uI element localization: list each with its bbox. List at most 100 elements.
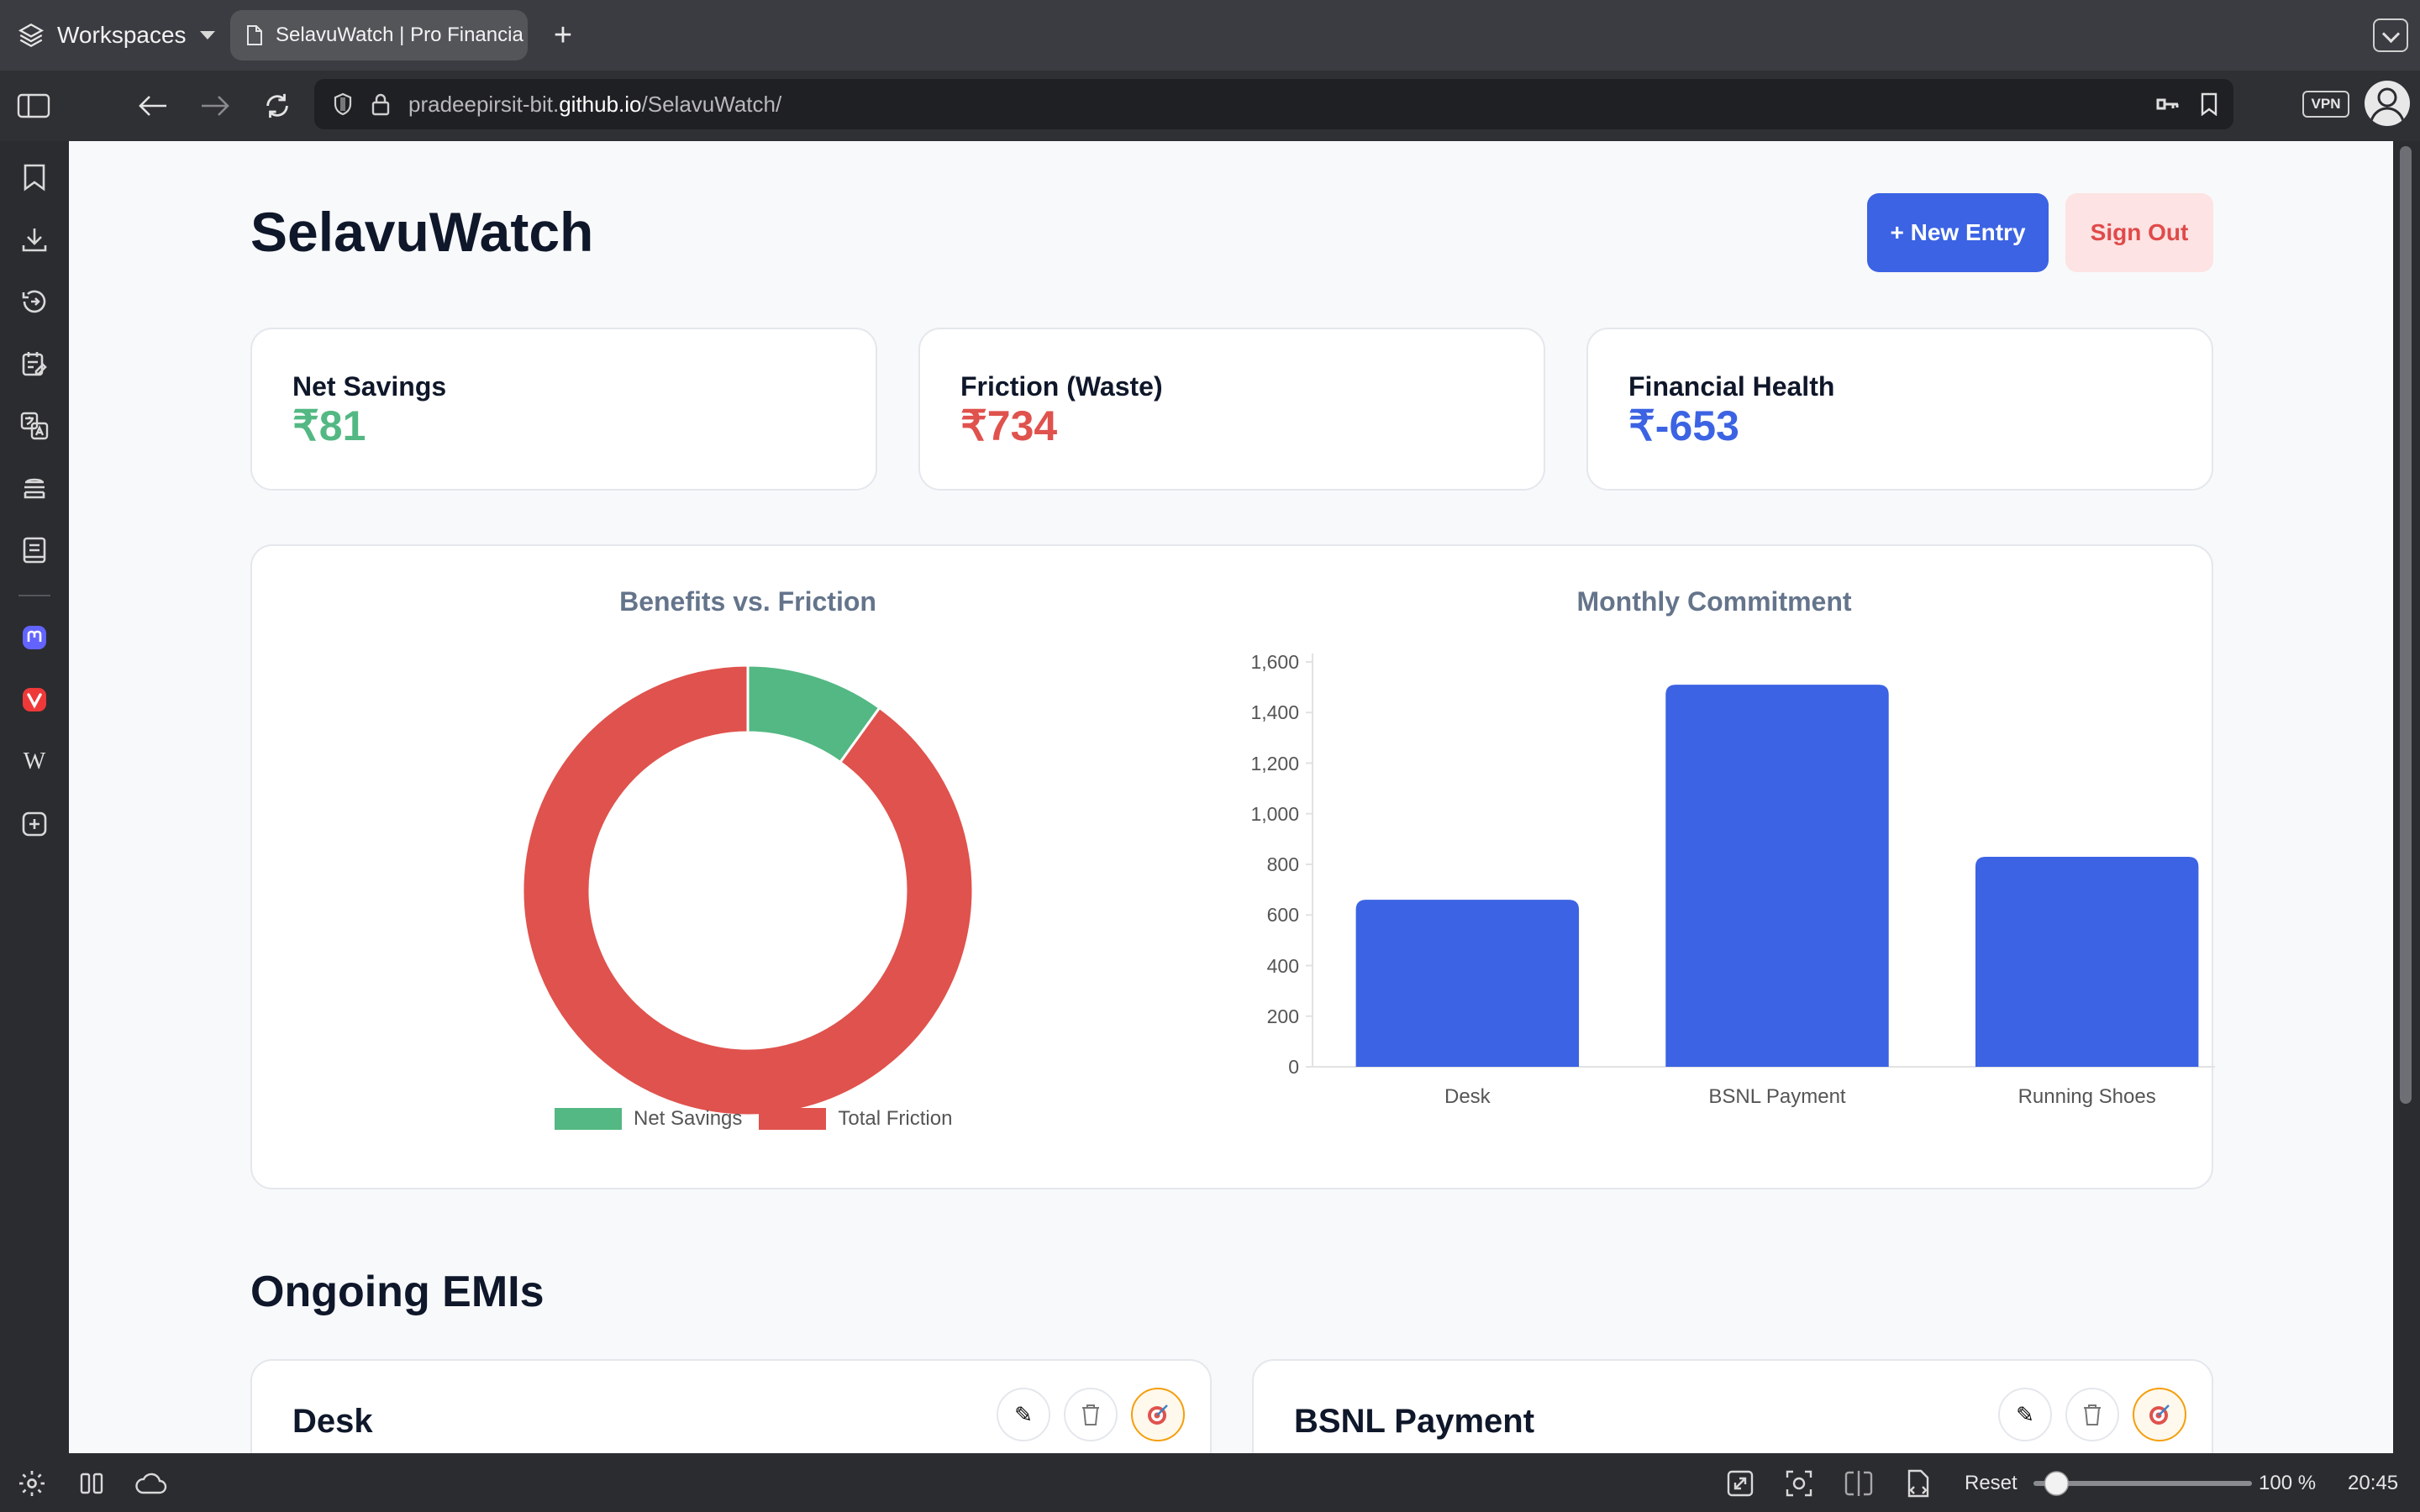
- vivaldi-icon[interactable]: [17, 682, 52, 717]
- translate-icon[interactable]: [17, 408, 52, 444]
- split-view-icon[interactable]: [1844, 1468, 1874, 1499]
- donut-legend: Net Savings Total Friction: [555, 1107, 969, 1131]
- donut-chart-title: Benefits vs. Friction: [619, 586, 876, 617]
- bar-chart-title: Monthly Commitment: [1576, 586, 1852, 617]
- tiling-icon[interactable]: [79, 1468, 104, 1499]
- web-page: SelavuWatch + New Entry Sign Out Net Sav…: [69, 141, 2393, 1453]
- x-tick-label: Running Shoes: [2018, 1085, 2156, 1108]
- vpn-button[interactable]: VPN: [2302, 91, 2349, 118]
- zoom-reset-button[interactable]: Reset: [1965, 1472, 2018, 1494]
- y-tick-label: 1,400: [1250, 701, 1299, 724]
- tab-title: SelavuWatch | Pro Financia: [276, 24, 523, 46]
- donut-slice-total-friction[interactable]: [521, 664, 975, 1117]
- new-entry-button[interactable]: + New Entry: [1867, 193, 2049, 272]
- reading-list-icon[interactable]: [17, 470, 52, 506]
- bar-bsnl-payment[interactable]: [1665, 685, 1889, 1067]
- y-tick-label: 200: [1266, 1005, 1299, 1027]
- target-icon[interactable]: [1131, 1388, 1185, 1441]
- key-icon[interactable]: [2156, 92, 2180, 116]
- settings-icon[interactable]: [17, 1468, 47, 1499]
- legend-item-total-friction[interactable]: Total Friction: [759, 1107, 952, 1131]
- clock: 20:45: [2348, 1472, 2399, 1494]
- tab-list-button[interactable]: [2373, 18, 2408, 52]
- reader-icon[interactable]: [17, 533, 52, 568]
- trash-icon[interactable]: [2065, 1388, 2119, 1441]
- scrollbar-thumb[interactable]: [2400, 146, 2412, 1104]
- trash-icon[interactable]: [1064, 1388, 1118, 1441]
- mastodon-icon[interactable]: [17, 620, 52, 655]
- history-icon[interactable]: [17, 284, 52, 319]
- friction-card: Friction (Waste) ₹734: [918, 328, 1545, 491]
- lock-icon: [371, 93, 390, 116]
- edit-icon[interactable]: ✎: [997, 1388, 1050, 1441]
- y-tick-label: 0: [1288, 1056, 1299, 1078]
- url-text: pradeepirsit-bit.github.io/SelavuWatch/: [408, 91, 782, 117]
- notes-icon[interactable]: [17, 346, 52, 381]
- x-tick-label: BSNL Payment: [1708, 1085, 1846, 1108]
- x-tick-label: Desk: [1444, 1085, 1491, 1108]
- stat-value: ₹-653: [1628, 402, 1739, 449]
- emi-card-desk: Desk ✎: [250, 1359, 1212, 1453]
- new-tab-button[interactable]: +: [553, 18, 573, 53]
- sidebar-toggle-icon[interactable]: [15, 87, 52, 124]
- back-icon[interactable]: [134, 87, 171, 124]
- financial-health-card: Financial Health ₹-653: [1586, 328, 2213, 491]
- wikipedia-icon[interactable]: W: [23, 748, 46, 774]
- address-bar[interactable]: pradeepirsit-bit.github.io/SelavuWatch/: [314, 79, 2233, 129]
- forward-icon[interactable]: [197, 87, 234, 124]
- workspaces-icon: [18, 23, 45, 48]
- y-tick-label: 600: [1266, 904, 1299, 927]
- zoom-slider-knob[interactable]: [2044, 1471, 2070, 1496]
- page-icon: [247, 25, 262, 45]
- emi-card-bsnl-payment: BSNL Payment ✎: [1252, 1359, 2213, 1453]
- workspaces-menu[interactable]: Workspaces: [17, 15, 215, 55]
- legend-item-net-savings[interactable]: Net Savings: [555, 1107, 742, 1131]
- bar-running-shoes[interactable]: [1975, 856, 2199, 1067]
- edit-icon[interactable]: ✎: [1998, 1388, 2052, 1441]
- emi-name: BSNL Payment: [1294, 1403, 1535, 1440]
- stat-value: ₹734: [960, 402, 1058, 449]
- app-title: SelavuWatch: [250, 201, 594, 263]
- browser-tab[interactable]: SelavuWatch | Pro Financia: [230, 10, 528, 60]
- y-tick-label: 800: [1266, 853, 1299, 875]
- browser-tab-bar: Workspaces SelavuWatch | Pro Financia +: [0, 0, 2420, 71]
- add-panel-icon[interactable]: [17, 806, 52, 842]
- downloads-icon[interactable]: [17, 222, 52, 257]
- sign-out-button[interactable]: Sign Out: [2065, 193, 2213, 272]
- zoom-slider[interactable]: [2033, 1468, 2252, 1499]
- bookmarks-icon[interactable]: [17, 160, 52, 195]
- stat-label: Financial Health: [1628, 371, 1835, 402]
- profile-avatar[interactable]: [2365, 81, 2410, 126]
- legend-label: Total Friction: [838, 1107, 953, 1130]
- legend-swatch: [759, 1108, 827, 1130]
- sidebar-divider: [18, 595, 50, 596]
- page-actions-icon[interactable]: [1904, 1468, 1933, 1499]
- capture-icon[interactable]: [1785, 1468, 1813, 1499]
- sync-cloud-icon[interactable]: [134, 1468, 168, 1499]
- shield-icon: [334, 92, 352, 116]
- charts-panel: Benefits vs. Friction Net Savings Total …: [250, 544, 2215, 1189]
- donut-chart: [521, 664, 975, 1117]
- zoom-level: 100 %: [2259, 1472, 2317, 1494]
- net-savings-card: Net Savings ₹81: [250, 328, 877, 491]
- page-scrollbar[interactable]: [2393, 141, 2420, 1453]
- bookmark-icon[interactable]: [2200, 92, 2218, 117]
- bar-desk[interactable]: [1355, 900, 1580, 1067]
- bar-chart: [1306, 654, 2215, 1068]
- legend-label: Net Savings: [634, 1107, 743, 1130]
- stat-label: Friction (Waste): [960, 371, 1163, 402]
- emi-name: Desk: [292, 1403, 373, 1440]
- target-icon[interactable]: [2133, 1388, 2186, 1441]
- fullscreen-icon[interactable]: [1726, 1468, 1754, 1499]
- y-tick-label: 1,000: [1250, 802, 1299, 825]
- y-tick-label: 400: [1266, 954, 1299, 977]
- stat-value: ₹81: [292, 402, 366, 449]
- reload-icon[interactable]: [259, 87, 296, 124]
- legend-swatch: [555, 1108, 622, 1130]
- browser-sidebar: W: [0, 141, 69, 1453]
- chevron-down-icon: [199, 31, 215, 39]
- zoom-slider-track: [2033, 1481, 2252, 1486]
- emis-section-title: Ongoing EMIs: [250, 1268, 544, 1316]
- y-tick-label: 1,600: [1250, 651, 1299, 673]
- y-tick-label: 1,200: [1250, 752, 1299, 774]
